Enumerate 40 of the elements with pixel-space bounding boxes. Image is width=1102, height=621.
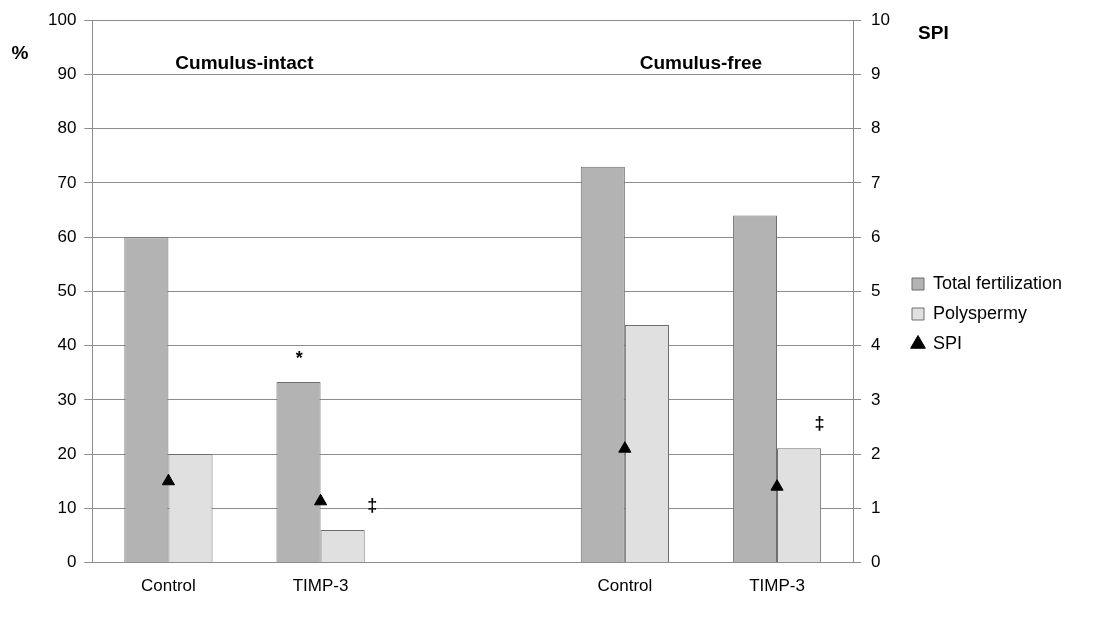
y2-tick-label: 2	[871, 443, 881, 463]
y2-tick-label: 3	[871, 389, 881, 409]
y-tick-label: 30	[57, 389, 77, 409]
y2-tick-label: 4	[871, 335, 881, 355]
y-tick-label: 10	[57, 498, 77, 518]
legend-label: SPI	[933, 332, 963, 353]
legend-label: Total fertilization	[933, 272, 1063, 293]
point	[161, 473, 175, 486]
annotation: Cumulus-free	[639, 51, 763, 73]
x-tick-label: TIMP-3	[749, 576, 805, 596]
y2-tick-label: 0	[871, 552, 881, 572]
y2-tick-label: 9	[871, 64, 881, 84]
y2-axis-title: SPI	[918, 22, 949, 44]
y-tick-label: 80	[57, 118, 77, 138]
point	[618, 441, 632, 453]
annotation: *	[295, 348, 303, 369]
y-tick-label: 90	[57, 64, 77, 84]
y2-tick-label: 8	[871, 118, 881, 138]
point	[770, 479, 784, 491]
y-tick-label: 50	[57, 281, 77, 301]
y-tick-label: 20	[57, 443, 77, 463]
x-tick-label: TIMP-3	[292, 576, 349, 596]
legend-label: Polyspermy	[933, 302, 1028, 323]
y-tick-label: 70	[57, 172, 77, 192]
annotation: Cumulus-intact	[175, 51, 315, 73]
y2-tick-label: 10	[871, 9, 891, 29]
annotation: ‡	[814, 413, 825, 434]
y2-tick-label: 7	[871, 172, 881, 192]
y2-tick-label: 5	[871, 281, 881, 301]
y-tick-label: 0	[66, 552, 77, 572]
x-tick-label: Control	[141, 576, 196, 596]
annotation: ‡	[367, 494, 378, 515]
y-tick-label: 60	[57, 226, 77, 246]
y-tick-label: 40	[57, 335, 77, 355]
y-tick-label: 100	[47, 9, 77, 29]
y2-tick-label: 6	[871, 226, 881, 246]
y2-tick-label: 1	[871, 498, 881, 518]
y-axis-title: %	[11, 42, 29, 64]
x-tick-label: Control	[597, 576, 653, 596]
point	[314, 493, 328, 506]
